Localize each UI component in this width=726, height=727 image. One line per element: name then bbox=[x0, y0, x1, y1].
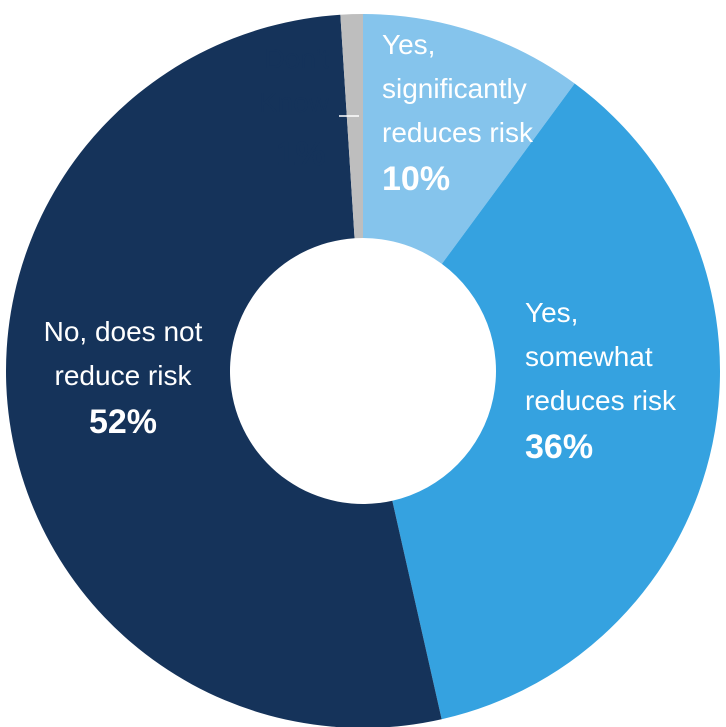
value-label-don-t-know: 1% bbox=[276, 135, 325, 173]
slice-yes-significantly-reduces-risk bbox=[363, 14, 575, 264]
label-line: No, does not bbox=[44, 316, 203, 347]
slice-yes-somewhat-reduces-risk bbox=[392, 83, 721, 720]
label-line: reduces risk bbox=[382, 117, 534, 148]
label-line: reduce risk bbox=[55, 360, 193, 391]
value-label-yes-somewhat-reduces-risk: 36% bbox=[525, 428, 593, 466]
labels-group: Yes, significantly reduces risk 10% Yes, some… bbox=[44, 29, 677, 466]
slice-don-t-know bbox=[340, 14, 363, 239]
label-no-does-not-reduce-risk: No, does not reduce risk bbox=[44, 316, 203, 391]
value-label-yes-significantly-reduces-risk: 10% bbox=[382, 160, 450, 198]
label-yes-somewhat-reduces-risk: Yes, somewhat reduces risk bbox=[525, 297, 677, 416]
label-line: Yes, bbox=[382, 29, 435, 60]
label-line: Don't bbox=[265, 43, 330, 74]
label-line: Know bbox=[259, 87, 330, 118]
label-don-t-know: Don't Know bbox=[259, 43, 330, 118]
label-yes-significantly-reduces-risk: Yes, significantly reduces risk bbox=[382, 29, 534, 148]
value-label-no-does-not-reduce-risk: 52% bbox=[89, 403, 157, 441]
slices-group bbox=[6, 14, 721, 727]
label-line: significantly bbox=[382, 73, 527, 104]
label-line: somewhat bbox=[525, 341, 653, 372]
slice-no-does-not-reduce-risk bbox=[6, 14, 442, 727]
label-line: reduces risk bbox=[525, 385, 677, 416]
label-line: Yes, bbox=[525, 297, 578, 328]
